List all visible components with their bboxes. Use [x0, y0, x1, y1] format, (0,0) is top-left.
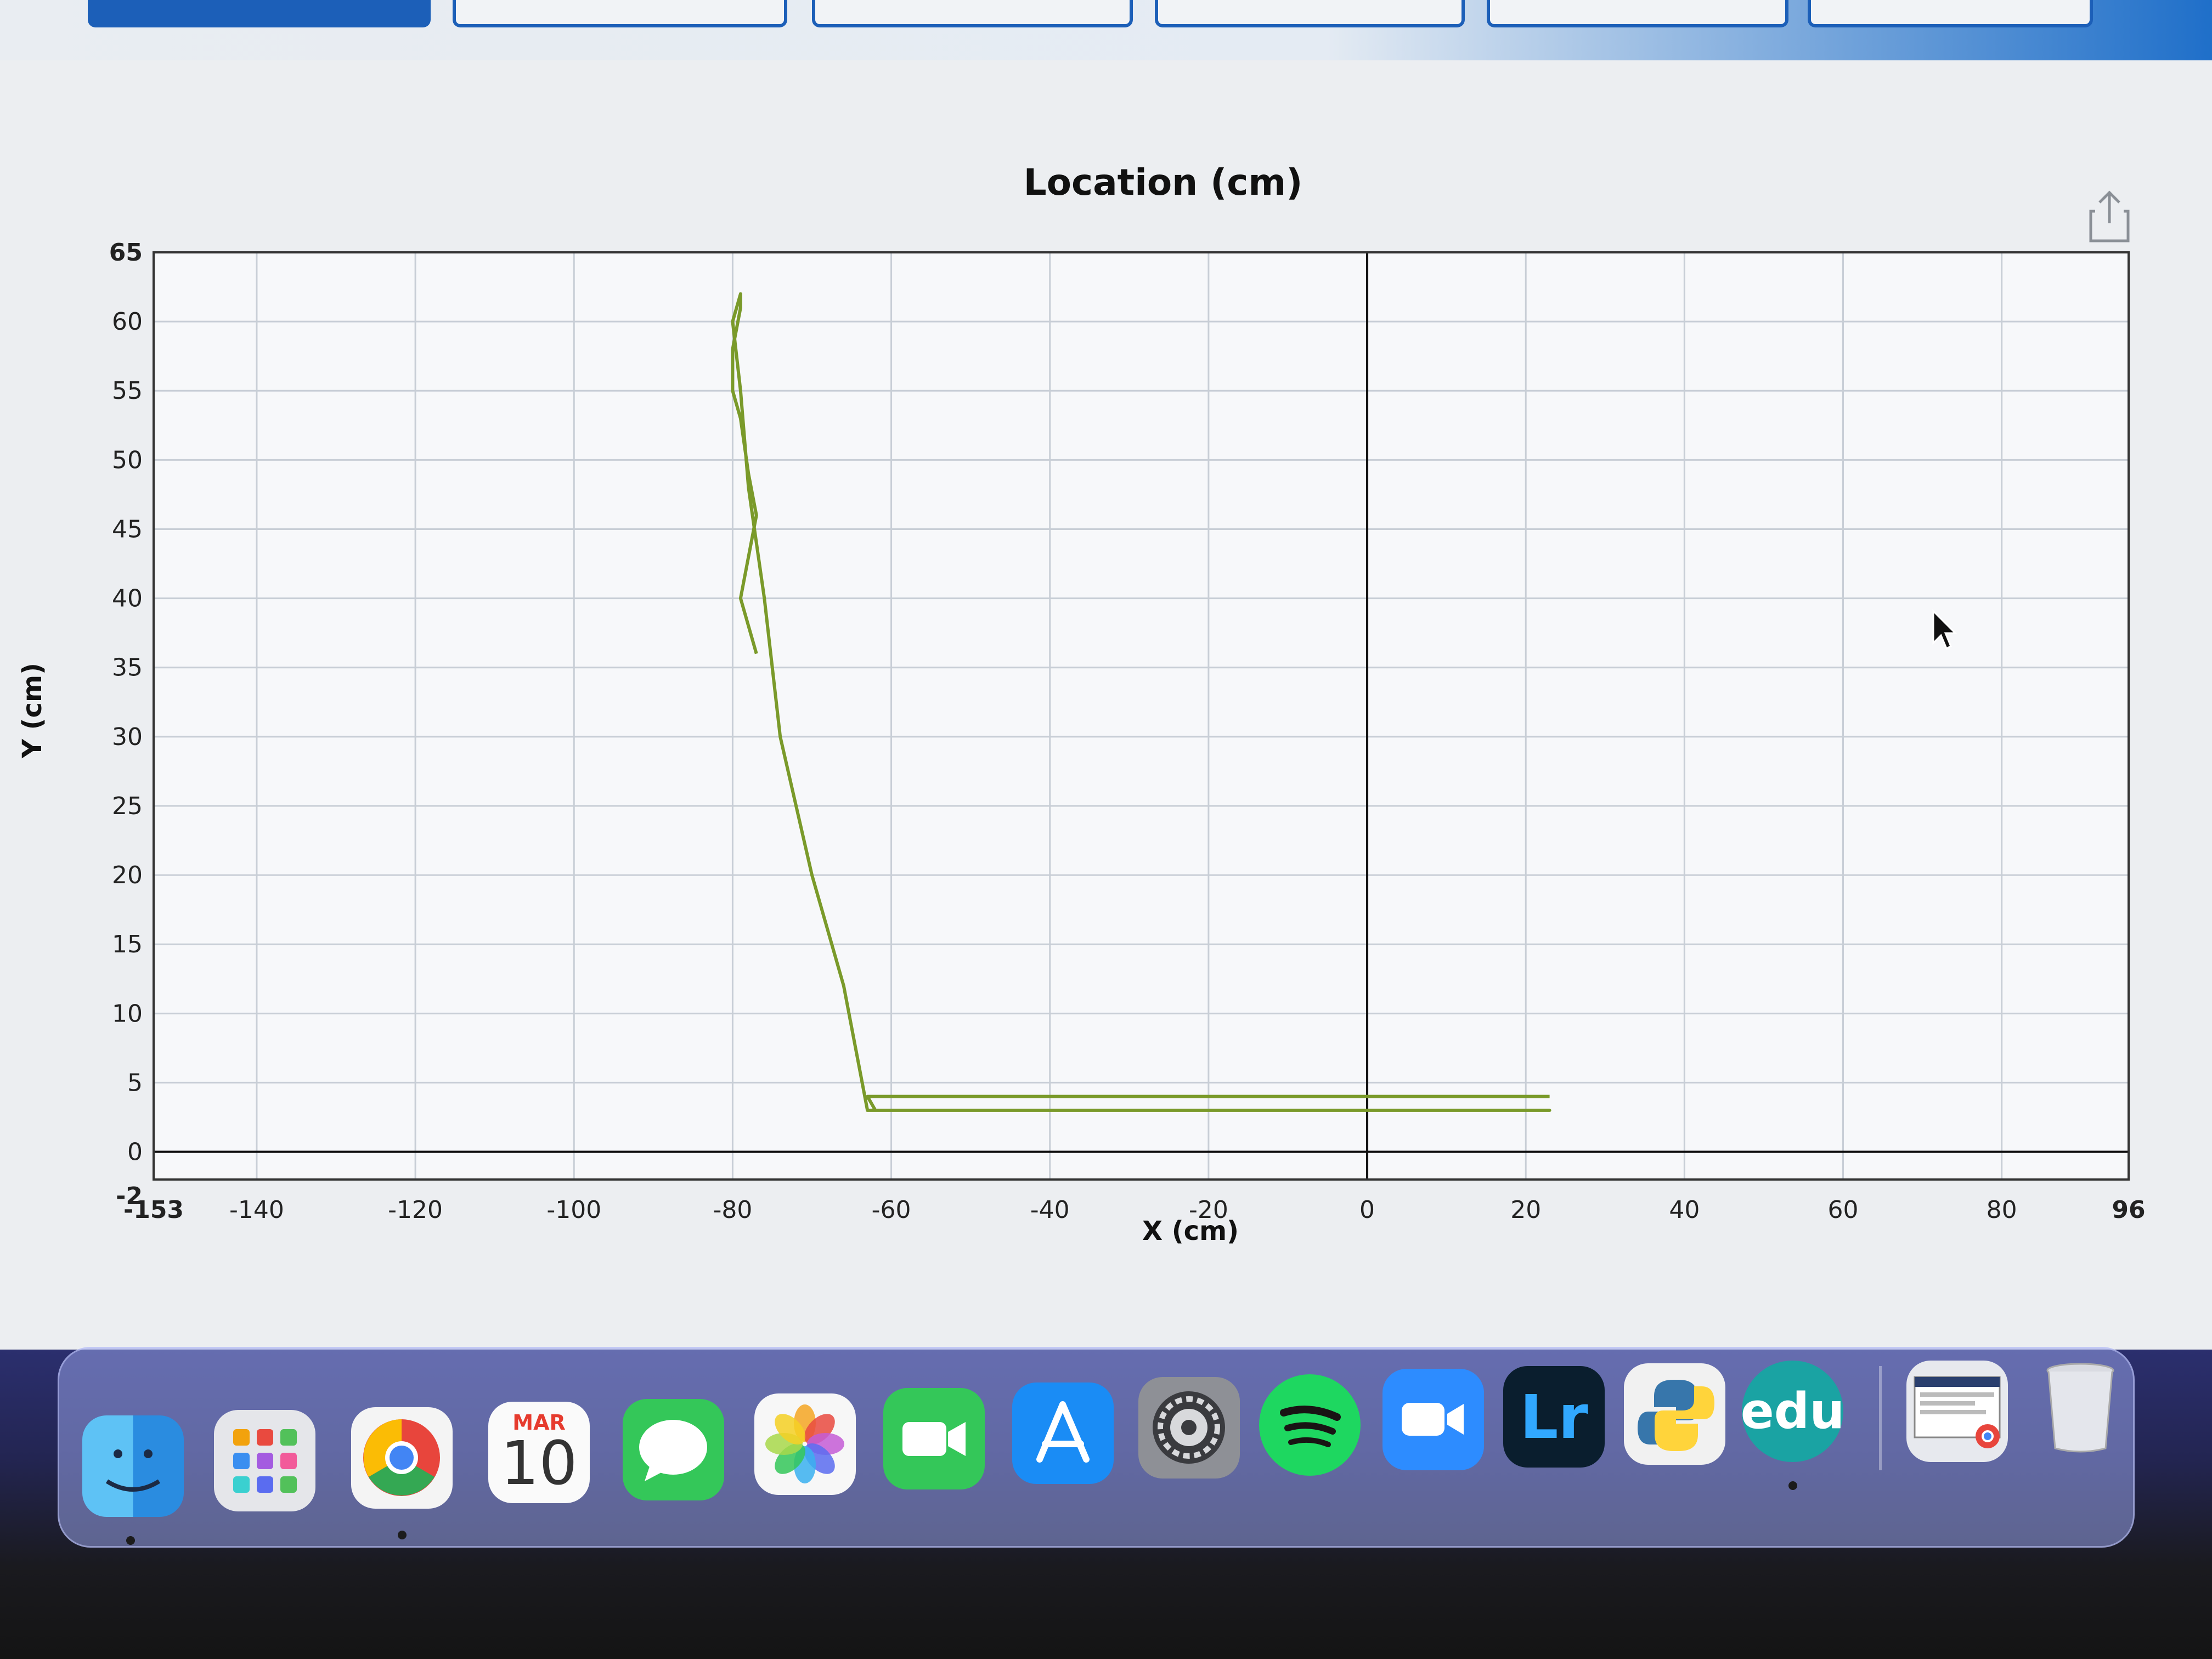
location-chart: Location (cm) -2051015202530354045505560… — [17, 161, 2146, 1246]
x-tick-label: 0 — [1359, 1196, 1375, 1224]
chart-axes — [153, 251, 2130, 1181]
speech-bubble-icon — [639, 1420, 707, 1481]
zoom-icon[interactable] — [1383, 1369, 1484, 1470]
chrome-running-indicator — [398, 1531, 407, 1539]
y-tick-label: 65 — [109, 239, 143, 267]
y-tick-label: -2 — [116, 1182, 143, 1210]
zoom-camera-icon — [1402, 1403, 1464, 1436]
trash-bin-icon — [2046, 1363, 2114, 1453]
y-tick-label: 30 — [112, 723, 143, 751]
tab-2[interactable] — [453, 0, 787, 27]
y-tick-label: 40 — [112, 585, 143, 613]
x-tick-label: 60 — [1828, 1196, 1859, 1224]
plot-frame — [153, 251, 2130, 1181]
top-tab-strip — [0, 0, 2212, 60]
launchpad-grid-icon — [233, 1429, 297, 1493]
spotify-icon[interactable] — [1259, 1374, 1361, 1476]
y-tick-label: 20 — [112, 861, 143, 889]
plot-area — [154, 252, 2129, 1180]
finder-icon[interactable] — [82, 1415, 184, 1517]
x-tick-label: -100 — [546, 1196, 601, 1224]
chart-series — [731, 292, 1551, 1112]
photos-flower-icon — [765, 1404, 844, 1483]
chrome-icon[interactable] — [351, 1407, 453, 1509]
calendar-month: MAR — [512, 1410, 566, 1435]
x-tick-label: 20 — [1510, 1196, 1541, 1224]
y-axis-title: Y (cm) — [17, 663, 48, 759]
tab-4[interactable] — [1155, 0, 1465, 27]
lightroom-icon[interactable]: Lr — [1503, 1366, 1605, 1468]
x-tick-label: 40 — [1669, 1196, 1700, 1224]
tab-3[interactable] — [812, 0, 1133, 27]
x-tick-label: -80 — [713, 1196, 752, 1224]
app-store-icon[interactable] — [1012, 1383, 1114, 1484]
y-tick-label: 45 — [112, 515, 143, 543]
x-tick-labels: -153 -140 -120 -100 -80 -60 -40 -20 0 20 40 60 80 96 — [123, 1196, 2146, 1224]
tab-6[interactable] — [1808, 0, 2093, 27]
gear-icon — [1153, 1391, 1225, 1464]
system-settings-icon[interactable] — [1138, 1377, 1240, 1479]
messages-icon[interactable] — [623, 1399, 724, 1500]
chrome-logo-icon — [363, 1419, 440, 1496]
tab-1[interactable] — [88, 0, 431, 27]
y-tick-label: 50 — [112, 446, 143, 474]
x-tick-label: -120 — [388, 1196, 443, 1224]
facetime-icon[interactable] — [883, 1388, 985, 1489]
app-store-a-icon — [1036, 1401, 1090, 1463]
finder-face-icon — [105, 1449, 161, 1492]
video-camera-icon — [902, 1422, 966, 1456]
y-tick-label: 0 — [127, 1138, 143, 1166]
x-tick-label: -60 — [872, 1196, 911, 1224]
edu-running-indicator — [1788, 1481, 1797, 1490]
launchpad-icon[interactable] — [214, 1410, 315, 1511]
trash-icon[interactable] — [2030, 1355, 2131, 1457]
chart-grid — [153, 251, 2130, 1181]
chrome-window-thumbnail[interactable] — [1906, 1361, 2008, 1462]
edu-label: edu — [1742, 1383, 1843, 1440]
calendar-day: 10 — [500, 1427, 578, 1498]
python-launcher-icon[interactable] — [1624, 1363, 1725, 1465]
share-icon[interactable] — [2087, 189, 2131, 244]
photos-icon[interactable] — [754, 1393, 856, 1495]
tab-5[interactable] — [1487, 0, 1788, 27]
y-tick-label: 25 — [112, 792, 143, 820]
y-tick-label: 15 — [112, 930, 143, 958]
x-tick-label: -20 — [1189, 1196, 1228, 1224]
x-tick-label: -40 — [1030, 1196, 1070, 1224]
y-tick-labels: -2 0 5 10 15 20 25 30 35 40 45 50 55 60 65 — [109, 239, 143, 1210]
calendar-icon[interactable]: MAR 10 — [488, 1402, 590, 1503]
window-preview-icon — [1914, 1376, 2001, 1448]
finder-running-indicator — [126, 1536, 135, 1545]
edu-app-icon[interactable]: edu — [1742, 1361, 1843, 1462]
y-tick-label: 10 — [112, 1000, 143, 1028]
x-tick-label: -140 — [229, 1196, 284, 1224]
x-tick-label: 80 — [1987, 1196, 2017, 1224]
python-logo-icon — [1638, 1380, 1714, 1451]
y-tick-label: 55 — [112, 377, 143, 405]
lightroom-label: Lr — [1520, 1381, 1588, 1452]
y-tick-label: 5 — [127, 1069, 143, 1097]
chart-title: Location (cm) — [1024, 161, 1303, 204]
mouse-pointer-icon — [1932, 609, 1957, 650]
x-tick-label: 96 — [2112, 1196, 2145, 1224]
spotify-waves-icon — [1280, 1406, 1341, 1447]
y-tick-label: 60 — [112, 308, 143, 336]
dock-separator — [1879, 1366, 1882, 1470]
series-line-1 — [731, 292, 1551, 1112]
y-tick-label: 35 — [112, 654, 143, 682]
x-axis-title: X (cm) — [1142, 1216, 1239, 1246]
x-tick-label: -153 — [123, 1196, 184, 1224]
